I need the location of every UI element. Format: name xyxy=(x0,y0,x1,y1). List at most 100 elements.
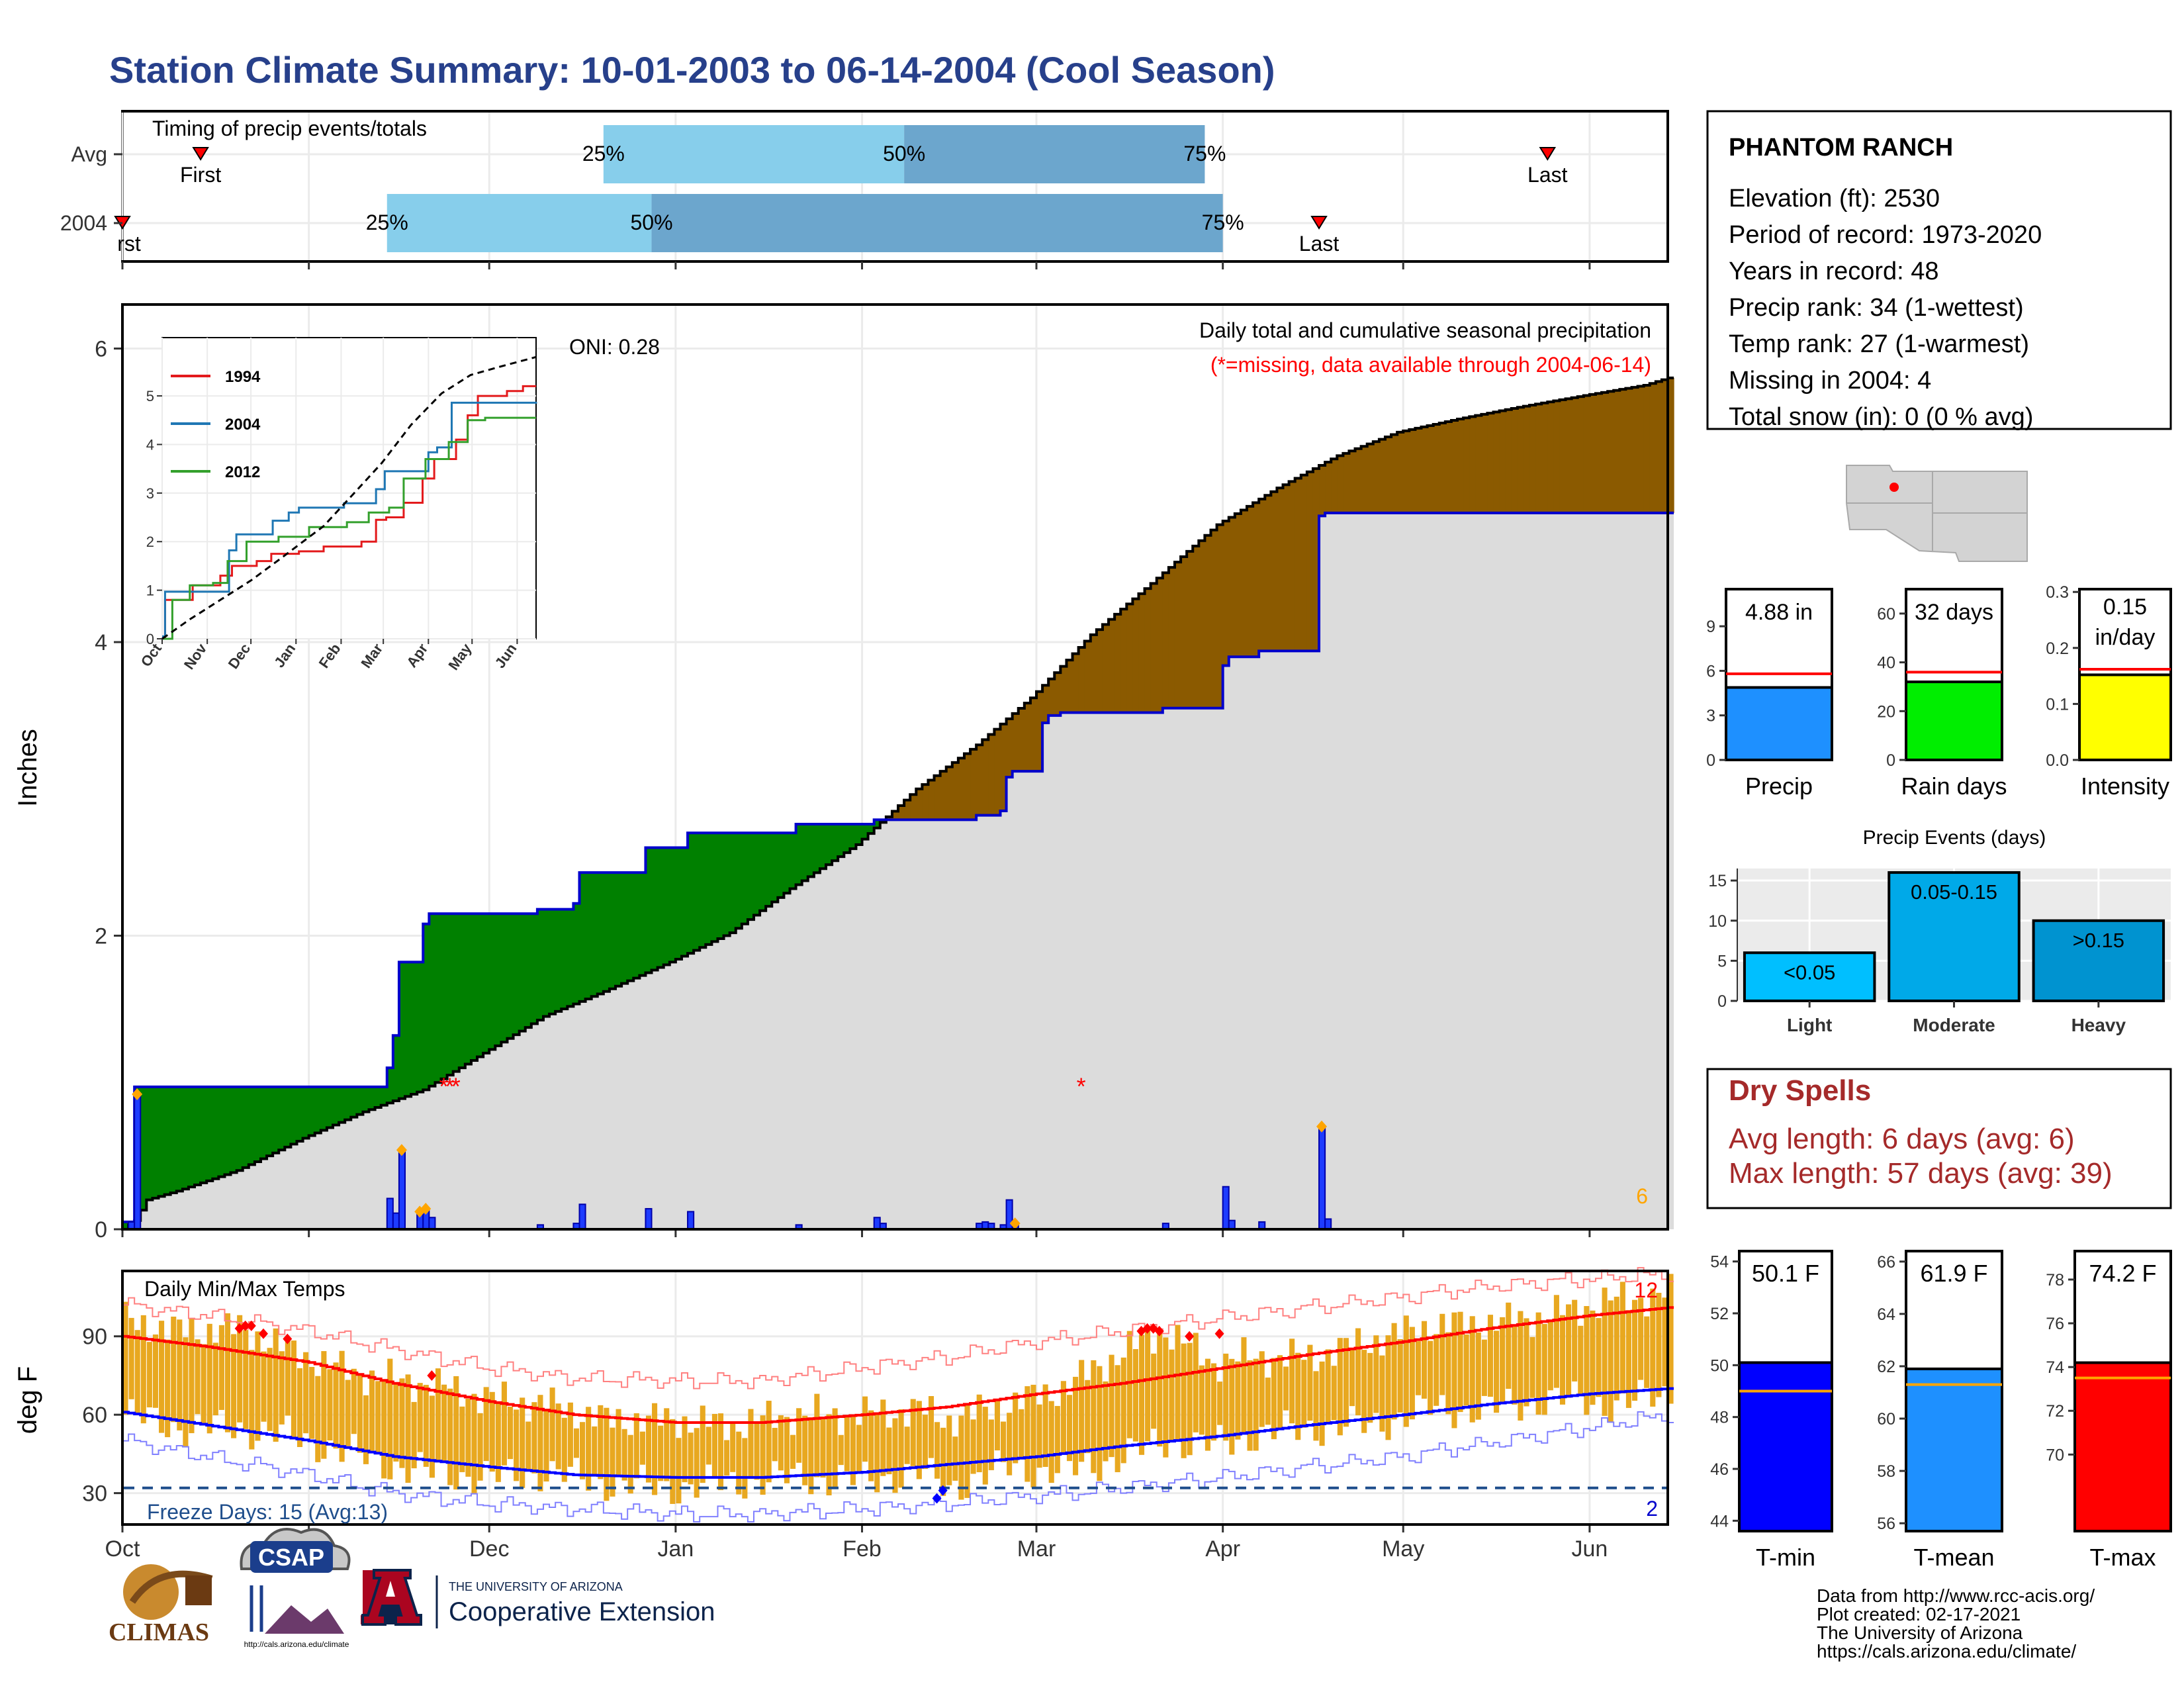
daily-temp-bar xyxy=(856,1425,862,1472)
timing-row-label: Avg xyxy=(71,142,107,166)
daily-temp-bar xyxy=(615,1409,621,1476)
events-bar xyxy=(1888,871,2021,1002)
station-period: Period of record: 1973-2020 xyxy=(1729,221,2042,249)
deficit-area xyxy=(1349,451,1356,513)
deficit-area xyxy=(928,780,935,820)
daily-temp-bar xyxy=(892,1418,898,1493)
missing-marker: * xyxy=(439,1072,449,1100)
surplus-area xyxy=(675,847,682,959)
deficit-area xyxy=(1589,394,1596,513)
deficit-area xyxy=(1517,407,1524,513)
x-tick-label: Jan xyxy=(657,1536,694,1562)
deficit-area xyxy=(1126,604,1133,713)
stat-bar xyxy=(2078,673,2172,762)
surplus-area xyxy=(694,833,700,951)
surplus-area xyxy=(790,833,797,889)
daily-temp-bar xyxy=(982,1407,988,1485)
daily-temp-bar xyxy=(296,1368,303,1447)
daily-temp-bar xyxy=(1500,1317,1506,1404)
deficit-area xyxy=(1337,455,1343,513)
daily-temp-bar xyxy=(1085,1380,1091,1454)
deficit-area xyxy=(1234,513,1242,657)
deficit-area xyxy=(976,745,983,816)
timing-bar-q50-q75 xyxy=(904,125,1205,183)
y-tick-label: 2 xyxy=(95,924,107,949)
surplus-area xyxy=(850,823,857,849)
timing-label-25: 25% xyxy=(582,142,625,165)
surplus-area xyxy=(796,823,803,885)
surplus-area xyxy=(489,914,496,1050)
daily-temp-bar xyxy=(212,1342,218,1416)
deficit-area xyxy=(1457,418,1464,513)
surplus-area xyxy=(537,909,544,1021)
daily-temp-bar xyxy=(850,1414,856,1485)
daily-temp-bar xyxy=(1529,1336,1535,1398)
timing-title: Timing of precip events/totals xyxy=(152,117,427,140)
daily-temp-bar xyxy=(206,1323,212,1434)
daily-temp-bar xyxy=(1433,1334,1439,1406)
daily-temp-bar xyxy=(1151,1353,1157,1429)
daily-temp-bar xyxy=(152,1334,159,1408)
station-temp-rank: Temp rank: 27 (1-warmest) xyxy=(1729,330,2029,358)
stat-y-tick-label: 0.3 xyxy=(2046,583,2069,602)
dry-spells-max: Max length: 57 days (avg: 39) xyxy=(1729,1157,2113,1190)
surplus-area xyxy=(242,1086,250,1168)
daily-temp-bar xyxy=(561,1417,567,1482)
surplus-area xyxy=(387,1068,394,1103)
daily-temp-bar xyxy=(1631,1299,1638,1401)
events-bar-label: >0.15 xyxy=(2073,929,2124,952)
first-event-label: rst xyxy=(117,232,141,256)
deficit-area xyxy=(1277,488,1284,651)
page-title: Station Climate Summary: 10-01-2003 to 0… xyxy=(109,49,1275,91)
surplus-area xyxy=(320,1086,328,1131)
surplus-area xyxy=(260,1086,267,1159)
footer-plot-created: Plot created: 02-17-2021 xyxy=(1817,1604,2021,1624)
surplus-area xyxy=(471,914,478,1060)
station-location-marker xyxy=(1889,483,1899,492)
daily-temp-bar xyxy=(1030,1384,1036,1488)
surplus-area xyxy=(717,833,725,939)
daily-temp-bar xyxy=(514,1409,520,1481)
deficit-area xyxy=(1391,434,1398,513)
deficit-area xyxy=(1054,673,1061,716)
deficit-area xyxy=(1499,410,1506,513)
deficit-area xyxy=(1631,387,1639,513)
precip-events-chart: Precip Events (days) 0 5 10 15 <0.05 Light 0.0… xyxy=(1708,827,2171,1035)
daily-temp-bar xyxy=(1036,1404,1042,1468)
deficit-area xyxy=(1024,703,1031,772)
daily-temp-bar xyxy=(471,1393,477,1493)
daily-temp-bar xyxy=(784,1417,790,1483)
daily-temp-bar xyxy=(670,1419,676,1504)
daily-temp-bar xyxy=(754,1423,760,1480)
daily-temp-bar xyxy=(363,1395,369,1464)
deficit-area xyxy=(1210,530,1218,708)
missing-marker: * xyxy=(1077,1072,1086,1100)
stat-x-label: T-mean xyxy=(1913,1544,1994,1571)
daily-temp-bar xyxy=(525,1421,531,1472)
daily-temp-bar xyxy=(369,1370,375,1451)
surplus-area xyxy=(435,914,442,1083)
deficit-area xyxy=(1030,698,1037,772)
daily-temp-bar xyxy=(543,1410,549,1482)
daily-temp-bar xyxy=(724,1440,730,1476)
x-tick-label: Apr xyxy=(1205,1536,1240,1562)
inset-series-1994 xyxy=(162,385,536,640)
hot-day-marker xyxy=(1185,1331,1195,1342)
stat-x-label: T-min xyxy=(1756,1544,1815,1571)
daily-temp-bar xyxy=(159,1321,165,1433)
daily-temp-bar xyxy=(1325,1349,1331,1425)
hot-day-marker xyxy=(246,1320,256,1331)
daily-temp-bar xyxy=(1397,1339,1403,1413)
events-title: Precip Events (days) xyxy=(1863,827,2046,849)
stat-y-tick-label: 0.1 xyxy=(2046,695,2069,714)
missing-marker: * xyxy=(451,1072,461,1100)
deficit-area xyxy=(1439,422,1446,513)
daily-temp-bar xyxy=(1638,1297,1644,1380)
last-event-marker xyxy=(1539,147,1557,161)
daily-temp-bar xyxy=(778,1415,784,1471)
station-precip-rank: Precip rank: 34 (1-wettest) xyxy=(1729,294,2024,322)
daily-temp-bar xyxy=(327,1369,333,1441)
deficit-area xyxy=(1343,453,1350,513)
daily-temp-bar xyxy=(1181,1343,1187,1458)
dry-spells-title: Dry Spells xyxy=(1729,1074,1871,1107)
